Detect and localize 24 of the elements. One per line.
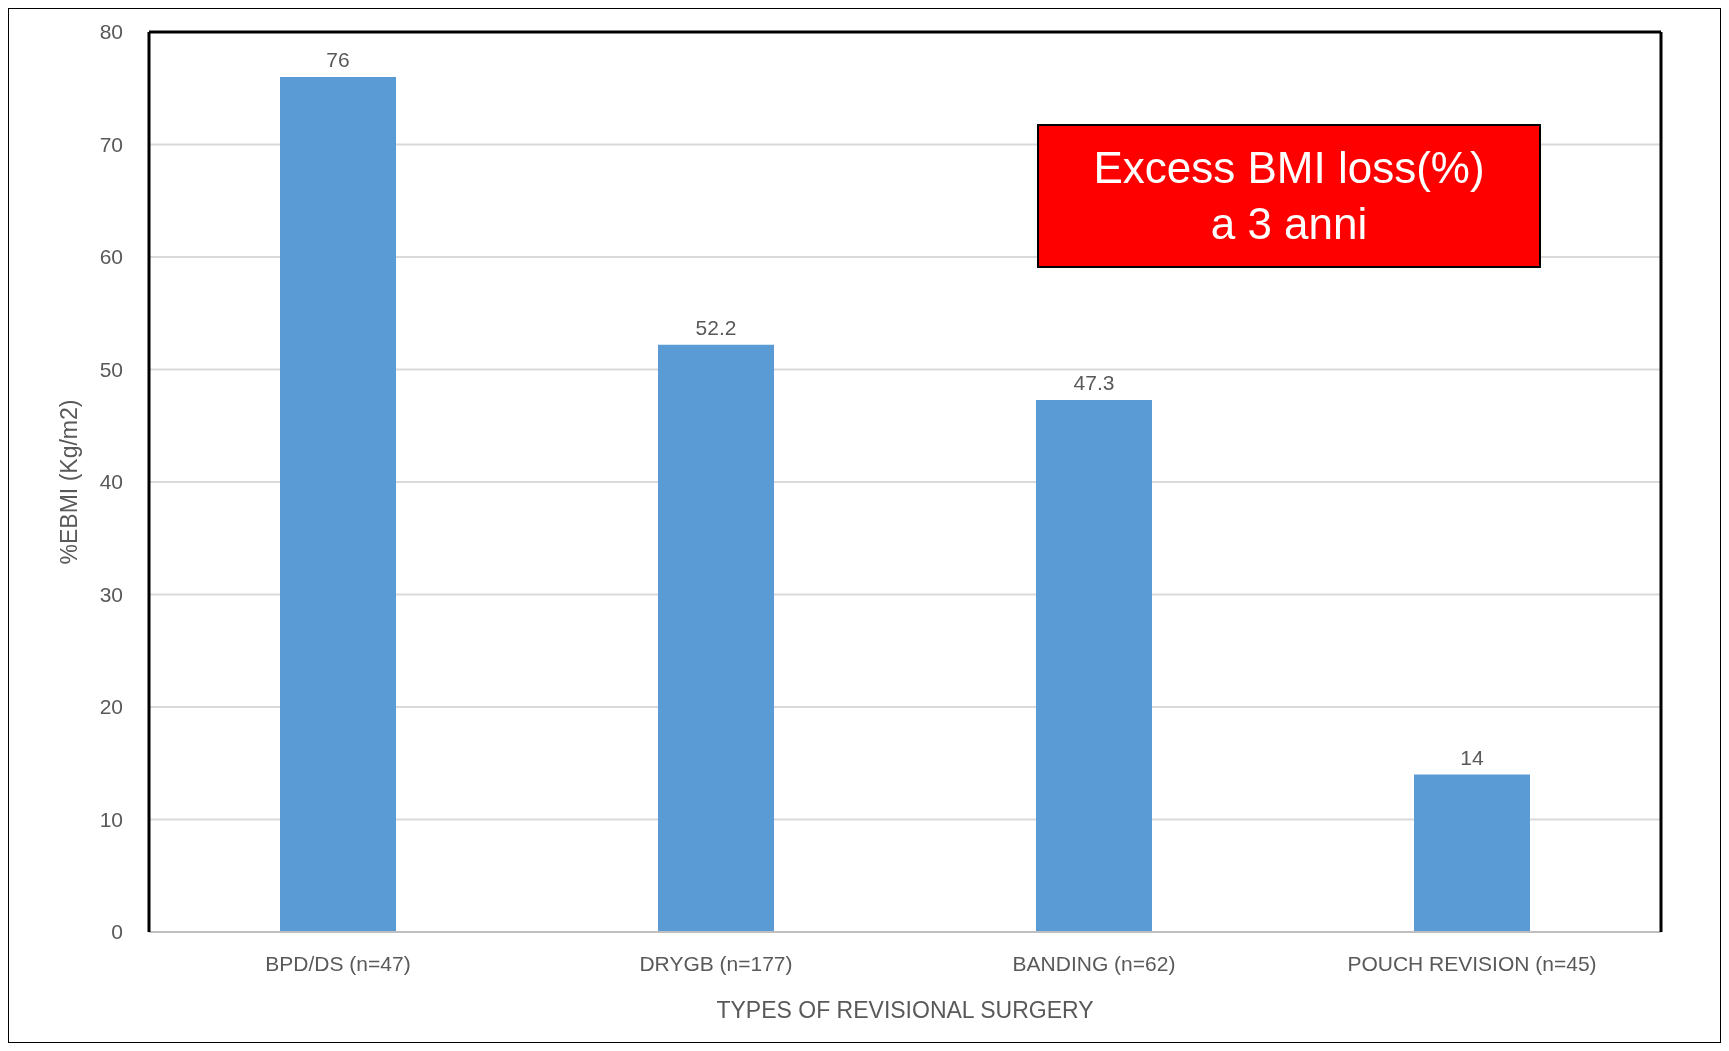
y-tick-label: 60 — [99, 245, 123, 269]
bar — [280, 77, 396, 932]
data-label: 47.3 — [1073, 370, 1115, 394]
annotation: Excess BMI loss(%) a 3 anni — [1093, 143, 1485, 248]
bar — [1036, 399, 1152, 932]
bar — [658, 344, 774, 932]
y-tick-label: 80 — [99, 20, 123, 44]
y-tick-label: 70 — [99, 132, 123, 156]
y-tick-label: 0 — [111, 920, 123, 944]
y-axis-title: %EBMI (Kg/m2) — [56, 399, 83, 565]
y-tick-label: 40 — [99, 470, 123, 494]
x-axis-title: TYPES OF REVISIONAL SURGERY — [716, 997, 1094, 1023]
data-label: 76 — [326, 48, 350, 71]
x-tick-label: POUCH REVISION (n=45) — [1347, 951, 1597, 975]
data-label: 52.2 — [695, 315, 737, 339]
y-tick-label: 30 — [99, 582, 123, 606]
x-tick-label: BANDING (n=62) — [1012, 951, 1176, 975]
y-tick-label: 20 — [99, 695, 123, 719]
data-label: 14 — [1460, 745, 1484, 769]
x-tick-label: DRYGB (n=177) — [639, 951, 793, 975]
y-tick-label: 10 — [99, 807, 123, 831]
bar — [1414, 774, 1530, 932]
x-tick-label: BPD/DS (n=47) — [265, 951, 411, 975]
y-tick-label: 50 — [99, 357, 123, 381]
